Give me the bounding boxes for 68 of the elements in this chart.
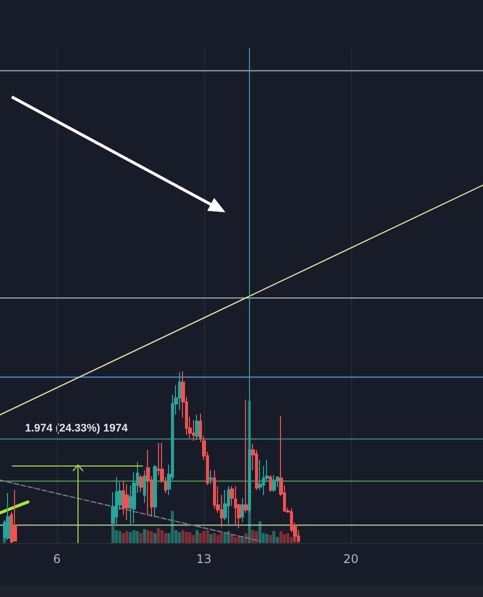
bar (118, 531, 122, 543)
candlestick (143, 470, 146, 504)
bar (111, 526, 114, 543)
bar (268, 535, 272, 543)
candlestick (125, 484, 129, 521)
candlestick (241, 497, 244, 523)
bar (282, 534, 286, 543)
bar (170, 510, 174, 543)
candlestick (115, 476, 118, 526)
bar (150, 531, 153, 543)
x-tick-label: 20 (343, 552, 359, 566)
bar (114, 530, 118, 543)
candlestick (269, 474, 272, 493)
bar (226, 531, 230, 543)
candlestick (139, 474, 143, 493)
bar (132, 530, 136, 543)
bar (156, 528, 160, 543)
candlestick (192, 420, 195, 442)
bar (272, 531, 276, 543)
bar (139, 533, 142, 543)
bar (209, 534, 212, 543)
bar (153, 533, 156, 543)
candlestick (227, 486, 230, 525)
bar (216, 535, 220, 543)
bar (122, 533, 125, 543)
bar (188, 532, 192, 543)
candlestick (272, 474, 276, 493)
bar (146, 530, 150, 543)
candlestick (223, 490, 227, 521)
bar (164, 533, 167, 543)
bar (234, 537, 237, 543)
bar (125, 531, 128, 543)
bar (265, 534, 268, 543)
bar (128, 532, 132, 543)
candlestick (146, 449, 150, 516)
bar (142, 529, 146, 543)
bar (206, 530, 209, 543)
candlestick (213, 470, 216, 510)
bar (237, 536, 240, 543)
bar (181, 530, 184, 543)
bar (198, 533, 202, 543)
bar (136, 531, 139, 543)
candlestick (234, 486, 237, 526)
bar (251, 530, 254, 543)
bar (160, 530, 164, 543)
bar (202, 531, 206, 543)
bar (212, 533, 216, 543)
candlestick (13, 490, 17, 542)
bar (220, 533, 223, 543)
x-tick-label: 13 (196, 552, 212, 566)
bar (258, 521, 262, 543)
bar (223, 533, 226, 543)
bar (195, 530, 198, 543)
x-tick-label: 6 (53, 552, 61, 566)
candlestick (6, 492, 10, 541)
candlestick (276, 476, 279, 488)
bar (286, 533, 290, 543)
bar (290, 537, 293, 543)
bar (279, 531, 282, 543)
candlestick (209, 470, 213, 485)
bar (244, 533, 248, 543)
bar (184, 532, 188, 543)
candlestick (244, 399, 248, 514)
bar (178, 532, 181, 543)
candlestick (153, 464, 157, 518)
candlestick (258, 459, 262, 491)
bar (254, 531, 258, 543)
bar (192, 535, 195, 543)
